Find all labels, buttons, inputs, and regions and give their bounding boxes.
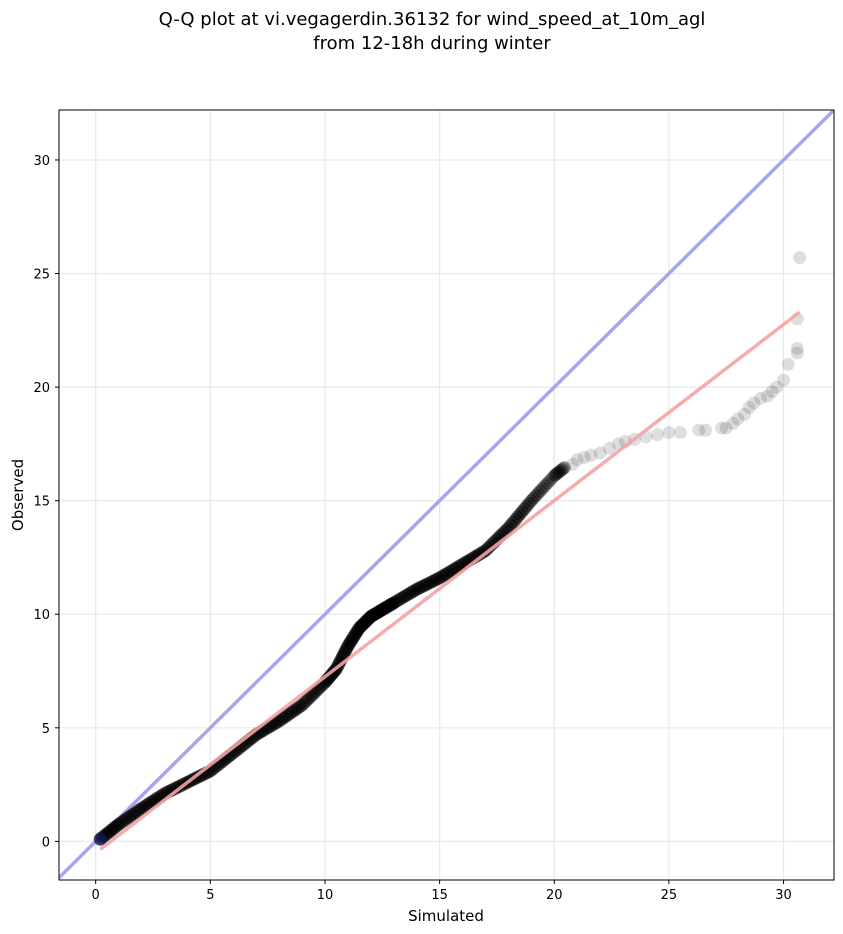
series-group bbox=[59, 110, 834, 879]
x-tick-label: 30 bbox=[775, 888, 792, 903]
y-tick-label: 10 bbox=[33, 608, 50, 623]
qq-point bbox=[553, 464, 567, 478]
x-tick-label: 20 bbox=[546, 888, 563, 903]
qq-point bbox=[529, 489, 543, 503]
qq-point bbox=[513, 507, 527, 521]
qq-point bbox=[548, 468, 562, 482]
qq-point bbox=[540, 476, 554, 490]
qq-tail-point bbox=[761, 389, 775, 403]
qq-point bbox=[534, 484, 548, 498]
qq-tail-point bbox=[662, 426, 676, 440]
identity-line bbox=[59, 110, 834, 879]
y-tick-label: 25 bbox=[33, 268, 50, 283]
qq-tail-point bbox=[781, 357, 795, 371]
chart-title-line-2: from 12-18h during winter bbox=[313, 33, 551, 54]
qq-point bbox=[517, 502, 531, 516]
qq-tail-point bbox=[747, 396, 761, 410]
qq-tail-point bbox=[765, 385, 779, 399]
y-tick-label: 5 bbox=[42, 722, 50, 737]
qq-point bbox=[554, 463, 568, 477]
x-tick-label: 10 bbox=[317, 888, 334, 903]
qq-point bbox=[536, 481, 550, 495]
y-tick-label: 20 bbox=[33, 381, 50, 396]
qq-tail-point bbox=[790, 341, 804, 355]
qq-tail-point bbox=[692, 423, 706, 437]
y-tick-label: 0 bbox=[42, 835, 50, 850]
x-tick-label: 5 bbox=[206, 888, 214, 903]
qq-tail-point bbox=[593, 446, 607, 460]
qq-tail-point bbox=[715, 421, 729, 435]
qq-point bbox=[538, 479, 552, 493]
qq-point bbox=[547, 469, 561, 483]
chart-title-line-1: Q-Q plot at vi.vegagerdin.36132 for wind… bbox=[159, 9, 706, 30]
qq-point bbox=[550, 467, 564, 481]
y-axis-label: Observed bbox=[9, 459, 27, 531]
qq-point bbox=[543, 474, 557, 488]
qq-tail-point bbox=[584, 448, 598, 462]
qq-tail-point bbox=[742, 401, 756, 415]
y-tick-label: 30 bbox=[33, 154, 50, 169]
qq-tail-point bbox=[738, 407, 752, 421]
qq-tail-point bbox=[726, 416, 740, 430]
qq-point bbox=[545, 471, 559, 485]
qq-point bbox=[531, 486, 545, 500]
qq-point bbox=[93, 832, 107, 846]
y-tick-label: 15 bbox=[33, 495, 50, 510]
plot-frame bbox=[58, 109, 835, 881]
qq-point bbox=[522, 496, 536, 510]
x-axis-ticks: 0 5 10 15 20 25 30 bbox=[92, 880, 792, 903]
y-axis-ticks: 0 5 10 15 20 25 30 bbox=[33, 154, 59, 850]
qq-tail-point bbox=[699, 423, 713, 437]
x-tick-label: 15 bbox=[431, 888, 448, 903]
qq-tail-point bbox=[577, 451, 591, 465]
qq-tail-point bbox=[650, 428, 664, 442]
qq-tail-point bbox=[754, 391, 768, 405]
qq-point bbox=[552, 465, 566, 479]
qq-point bbox=[558, 461, 572, 475]
qq-tail-point bbox=[570, 453, 584, 467]
qq-tail-point bbox=[777, 373, 791, 387]
x-axis-label: Simulated bbox=[408, 907, 484, 925]
qq-point bbox=[555, 462, 569, 476]
qq-tail-point bbox=[770, 380, 784, 394]
qq-point bbox=[524, 494, 538, 508]
qq-tail-point bbox=[793, 251, 807, 265]
qq-point bbox=[527, 491, 541, 505]
qq-tail-point bbox=[731, 412, 745, 426]
qq-tail-point bbox=[719, 421, 733, 435]
grid-lines bbox=[59, 110, 834, 880]
qq-tail-point bbox=[602, 441, 616, 455]
qq-point bbox=[520, 499, 534, 513]
qq-point bbox=[551, 466, 565, 480]
qq-tail-point bbox=[566, 457, 580, 471]
qq-tail-point bbox=[673, 426, 687, 440]
qq-tail-point bbox=[790, 346, 804, 360]
qq-point bbox=[515, 505, 529, 519]
x-tick-label: 0 bbox=[92, 888, 100, 903]
x-tick-label: 25 bbox=[661, 888, 678, 903]
qq-point bbox=[556, 461, 570, 475]
fit-line bbox=[99, 310, 801, 851]
